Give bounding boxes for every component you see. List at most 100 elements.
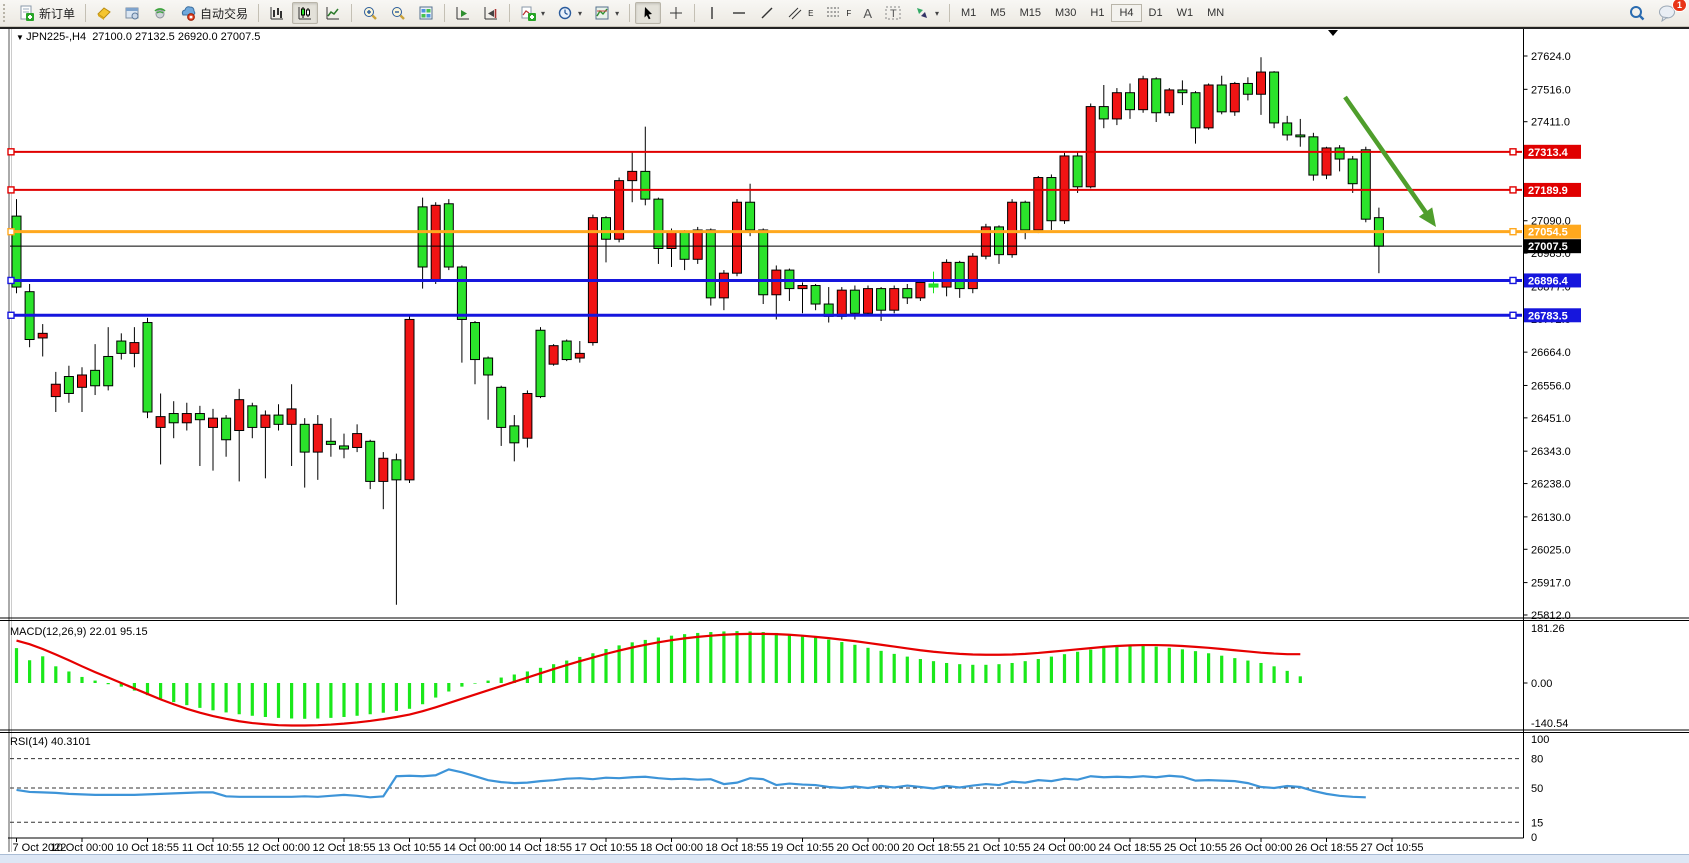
hline-27189.9[interactable]: 27189.9 [7, 182, 1581, 197]
text-tool-label: A [863, 5, 872, 21]
chat-bubble-icon [1658, 4, 1677, 22]
fibo-sub-label: F [846, 8, 852, 18]
separator [351, 4, 353, 22]
signals-icon [152, 5, 168, 21]
svg-text:25 Oct 10:55: 25 Oct 10:55 [1164, 842, 1227, 854]
crosshair-icon [668, 5, 684, 21]
svg-text:10 Oct 00:00: 10 Oct 00:00 [51, 842, 114, 854]
trend-arrow[interactable] [1343, 95, 1436, 227]
separator [694, 4, 696, 22]
zoom-out-icon [390, 5, 406, 21]
macd-panel[interactable]: 181.26 0.00 -140.54 [14, 623, 1569, 730]
search-button[interactable] [1623, 1, 1651, 25]
svg-text:25917.0: 25917.0 [1531, 578, 1571, 590]
add-indicator-button[interactable]: ▾ [515, 2, 550, 24]
bar-chart-mode-button[interactable] [264, 2, 290, 24]
chart-shift-icon [483, 5, 499, 21]
horizontal-line-icon [731, 5, 747, 21]
svg-text:-140.54: -140.54 [1531, 718, 1568, 730]
svg-text:21 Oct 10:55: 21 Oct 10:55 [968, 842, 1031, 854]
cursor-tool-button[interactable] [635, 2, 662, 24]
arrows-tool-button[interactable]: ▾ [909, 2, 944, 24]
hline-27313.4[interactable]: 27313.4 [7, 144, 1581, 159]
new-order-label: 新订单 [39, 6, 76, 21]
tab-timeframe-m30[interactable]: M30 [1054, 7, 1077, 19]
template-button[interactable]: ▾ [589, 2, 624, 24]
svg-text:27007.5: 27007.5 [1528, 241, 1568, 253]
svg-text:26451.0: 26451.0 [1531, 413, 1571, 425]
macd-indicator-label: MACD(12,26,9) 22.01 95.15 [10, 626, 148, 638]
auto-trading-label: 自动交易 [200, 6, 249, 21]
text-tool-button[interactable]: A [858, 3, 877, 24]
svg-text:50: 50 [1531, 783, 1543, 795]
tab-timeframe-d1[interactable]: D1 [1148, 7, 1163, 19]
equidistant-channel-icon [787, 5, 804, 21]
rsi-indicator-label: RSI(14) 40.3101 [10, 736, 91, 748]
zoom-out-button[interactable] [385, 2, 411, 24]
notification-badge: 1 [1671, 0, 1687, 12]
svg-text:18 Oct 18:55: 18 Oct 18:55 [706, 842, 769, 854]
hline-tool-button[interactable] [726, 2, 752, 24]
data-window-button[interactable] [119, 2, 145, 24]
period-button[interactable]: ▾ [552, 2, 587, 24]
symbol-period-label: JPN225-,H4 [26, 31, 87, 43]
svg-text:0: 0 [1531, 832, 1537, 844]
crosshair-tool-button[interactable] [663, 2, 689, 24]
separator [444, 4, 446, 22]
chevron-down-icon[interactable]: ▾ [578, 8, 583, 18]
svg-text:26783.5: 26783.5 [1528, 310, 1568, 322]
auto-scroll-icon [455, 5, 471, 21]
tab-timeframe-m1[interactable]: M1 [961, 7, 977, 19]
market-watch-icon [96, 5, 112, 21]
chart-shift-button[interactable] [478, 2, 504, 24]
svg-text:26 Oct 00:00: 26 Oct 00:00 [1230, 842, 1293, 854]
auto-trading-button[interactable]: 自动交易 [175, 2, 253, 25]
separator [949, 4, 950, 22]
new-order-button[interactable]: 新订单 [14, 2, 80, 25]
notifications-button[interactable]: 1 [1653, 0, 1687, 25]
market-watch-button[interactable] [91, 2, 117, 24]
zoom-in-icon [362, 5, 378, 21]
line-chart-mode-button[interactable] [320, 2, 346, 24]
svg-text:26 Oct 18:55: 26 Oct 18:55 [1295, 842, 1358, 854]
toolbar: 新订单 自动交易 ▾ ▾ ▾ E F A [0, 0, 1689, 27]
svg-text:26343.0: 26343.0 [1531, 446, 1571, 458]
channel-tool-button[interactable]: E [782, 2, 818, 24]
candlestick-mode-button[interactable] [292, 2, 319, 24]
tab-timeframe-h4[interactable]: H4 [1111, 4, 1142, 22]
hline-26896.4[interactable]: 26896.4 [7, 273, 1581, 288]
rsi-panel[interactable]: 100 80 50 15 0 [10, 734, 1549, 844]
svg-text:26556.0: 26556.0 [1531, 380, 1571, 392]
chevron-down-icon[interactable]: ▾ [615, 8, 620, 18]
chevron-down-icon[interactable]: ▾ [934, 8, 939, 18]
trendline-tool-button[interactable] [754, 2, 780, 24]
svg-text:12 Oct 00:00: 12 Oct 00:00 [247, 842, 310, 854]
label-tool-button[interactable]: T [879, 2, 907, 24]
hline-27054.5[interactable]: 27054.5 [7, 224, 1581, 239]
vline-tool-button[interactable] [700, 2, 724, 24]
tab-timeframe-h1[interactable]: H1 [1090, 7, 1105, 19]
signals-button[interactable] [147, 2, 173, 24]
svg-text:80: 80 [1531, 754, 1543, 766]
svg-text:11 Oct 10:55: 11 Oct 10:55 [182, 842, 244, 854]
chevron-down-icon[interactable]: ▾ [541, 8, 546, 18]
svg-text:27624.0: 27624.0 [1531, 51, 1571, 63]
tab-timeframe-m5[interactable]: M5 [990, 7, 1006, 19]
vertical-line-icon [705, 5, 719, 21]
svg-text:7 Oct 2022: 7 Oct 2022 [13, 842, 67, 854]
fibonacci-tool-button[interactable]: F [820, 2, 856, 24]
tab-timeframe-m15[interactable]: M15 [1019, 7, 1041, 19]
tab-timeframe-w1[interactable]: W1 [1176, 7, 1194, 19]
auto-scroll-button[interactable] [450, 2, 476, 24]
hline-27007.5[interactable]: 27007.5 [10, 239, 1581, 254]
svg-text:15: 15 [1531, 817, 1543, 829]
arrows-tool-icon [914, 5, 930, 21]
hline-26783.5[interactable]: 26783.5 [7, 308, 1581, 323]
svg-text:13 Oct 10:55: 13 Oct 10:55 [378, 842, 441, 854]
svg-text:27 Oct 10:55: 27 Oct 10:55 [1361, 842, 1424, 854]
tab-timeframe-mn[interactable]: MN [1207, 7, 1225, 19]
zoom-in-button[interactable] [357, 2, 383, 24]
tile-windows-button[interactable] [413, 2, 439, 24]
